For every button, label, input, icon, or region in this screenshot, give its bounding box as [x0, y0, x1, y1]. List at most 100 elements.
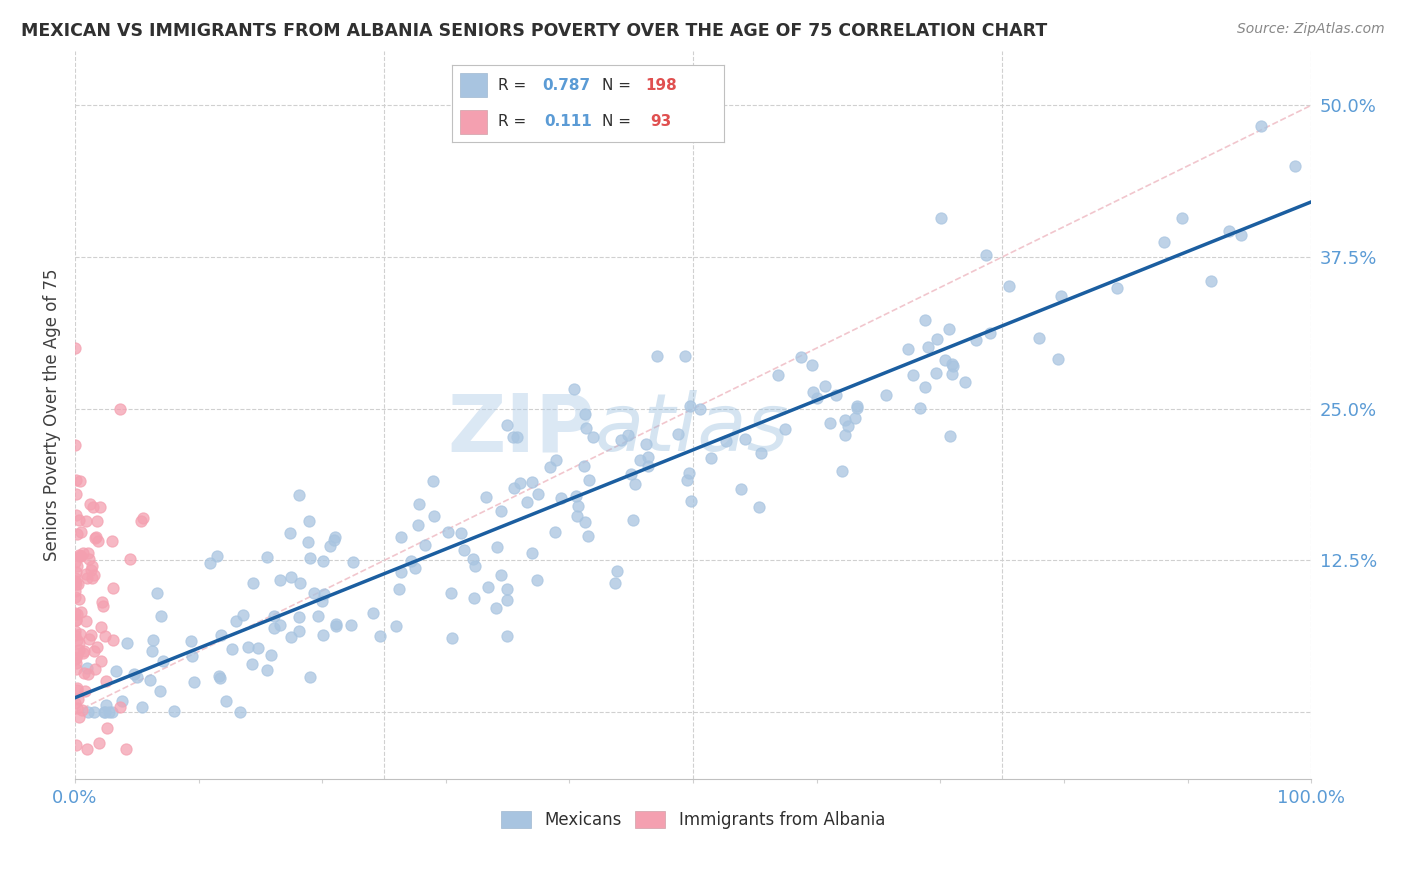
Point: [938, 321, 960, 335]
Point: [645, 349, 668, 363]
Point: [1028, 331, 1050, 345]
Point: [546, 453, 568, 467]
Point: [94, 673, 117, 688]
Point: [69, 549, 91, 564]
Legend: Mexicans, Immigrants from Albania: Mexicans, Immigrants from Albania: [495, 805, 891, 836]
Point: [263, 621, 285, 635]
Point: [72, 666, 94, 681]
Point: [679, 399, 702, 413]
Point: [75, 567, 97, 582]
Point: [89, 500, 111, 515]
Point: [496, 592, 519, 607]
Point: [63, 624, 86, 638]
Point: [77, 546, 100, 560]
Point: [565, 489, 588, 503]
Point: [748, 500, 770, 515]
Point: [925, 366, 948, 380]
Point: [63, 584, 86, 599]
Point: [86, 514, 108, 528]
Point: [65, 508, 87, 522]
Point: [75, 514, 97, 528]
Point: [105, 664, 128, 678]
Point: [831, 464, 853, 478]
Point: [142, 633, 165, 648]
Point: [298, 514, 321, 528]
Point: [974, 248, 997, 262]
Point: [734, 432, 756, 446]
Point: [637, 459, 659, 474]
Point: [63, 696, 86, 710]
Point: [439, 586, 461, 600]
Point: [567, 499, 589, 513]
Point: [278, 525, 301, 540]
Point: [942, 359, 965, 374]
Point: [131, 700, 153, 714]
Point: [520, 546, 543, 560]
Point: [311, 594, 333, 608]
Point: [461, 552, 484, 566]
Point: [422, 475, 444, 489]
Point: [522, 475, 544, 489]
Text: Source: ZipAtlas.com: Source: ZipAtlas.com: [1237, 22, 1385, 37]
Point: [624, 476, 647, 491]
Point: [65, 657, 87, 671]
Point: [82, 500, 104, 515]
Point: [256, 663, 278, 677]
Point: [302, 586, 325, 600]
Point: [82, 559, 104, 574]
Point: [1107, 280, 1129, 294]
Point: [163, 704, 186, 718]
Point: [502, 481, 524, 495]
Point: [1049, 289, 1071, 303]
Point: [65, 577, 87, 591]
Point: [63, 571, 86, 585]
Point: [90, 595, 112, 609]
Point: [96, 721, 118, 735]
Point: [242, 575, 264, 590]
Point: [67, 576, 90, 591]
Point: [75, 615, 97, 629]
Point: [65, 662, 87, 676]
Point: [297, 534, 319, 549]
Point: [450, 525, 472, 540]
Point: [637, 450, 659, 464]
Point: [562, 382, 585, 396]
Point: [544, 525, 567, 540]
Point: [323, 533, 346, 547]
Point: [844, 411, 866, 425]
Point: [66, 526, 89, 541]
Point: [83, 644, 105, 658]
Point: [65, 565, 87, 579]
Point: [101, 581, 124, 595]
Point: [485, 540, 508, 554]
Point: [575, 421, 598, 435]
Point: [73, 644, 96, 658]
Point: [385, 619, 408, 633]
Point: [66, 701, 89, 715]
Point: [77, 632, 100, 647]
Point: [80, 563, 103, 577]
Point: [67, 548, 90, 562]
Point: [183, 675, 205, 690]
Point: [897, 342, 920, 356]
Point: [766, 368, 789, 383]
Point: [215, 694, 238, 708]
Point: [675, 474, 697, 488]
Point: [700, 451, 723, 466]
Point: [256, 549, 278, 564]
Point: [453, 543, 475, 558]
Point: [312, 628, 335, 642]
Point: [76, 705, 98, 719]
Point: [84, 662, 107, 676]
Point: [463, 591, 485, 606]
Point: [76, 741, 98, 756]
Point: [666, 426, 689, 441]
Point: [209, 627, 232, 641]
Point: [489, 568, 512, 582]
Point: [800, 359, 823, 373]
Point: [389, 565, 412, 579]
Point: [208, 671, 231, 685]
Point: [180, 633, 202, 648]
Point: [404, 560, 426, 574]
Point: [299, 550, 322, 565]
